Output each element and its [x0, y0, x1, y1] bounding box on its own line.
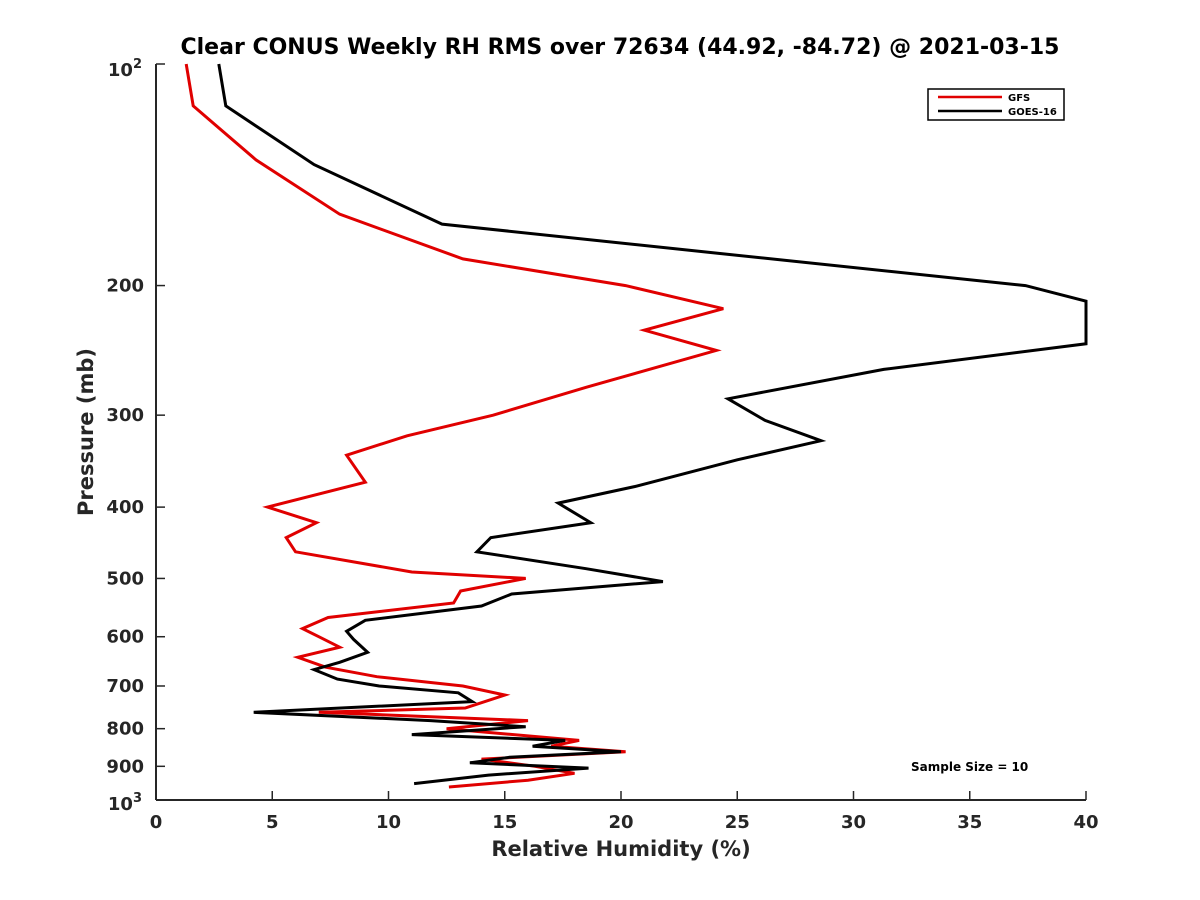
x-axis-label: Relative Humidity (%) — [491, 837, 750, 861]
y-tick-label: 400 — [106, 497, 144, 518]
y-tick-label: 700 — [106, 676, 144, 697]
x-tick-label: 5 — [266, 812, 279, 833]
plot-lines — [184, 63, 1088, 789]
series-line-gfs — [184, 63, 724, 789]
chart-title: Clear CONUS Weekly RH RMS over 72634 (44… — [181, 35, 1060, 60]
x-tick-label: 20 — [608, 812, 633, 833]
legend-label-goes16: GOES-16 — [1008, 107, 1057, 118]
legend-label-gfs: GFS — [1008, 93, 1030, 104]
x-tick-label: 30 — [841, 812, 866, 833]
x-axis-ticks: 0 5 10 15 20 25 30 35 40 — [150, 791, 1099, 833]
y-tick-label-major-top: 102 — [108, 57, 142, 81]
x-tick-label: 15 — [492, 812, 517, 833]
sample-size-annotation: Sample Size = 10 — [911, 760, 1028, 774]
legend-box — [927, 88, 1065, 121]
y-tick-label: 800 — [106, 719, 144, 740]
x-tick-label: 0 — [150, 812, 163, 833]
y-tick-label: 900 — [106, 756, 144, 777]
series-line-goes16 — [217, 63, 1088, 786]
y-axis-ticks: 200 300 400 500 600 700 800 900 — [106, 63, 165, 801]
x-tick-label: 10 — [376, 812, 401, 833]
y-tick-label: 300 — [106, 405, 144, 426]
legend: GFS GOES-16 — [927, 88, 1065, 121]
x-tick-label: 40 — [1073, 812, 1098, 833]
y-axis-label: Pressure (mb) — [74, 348, 98, 516]
y-tick-label: 200 — [106, 276, 144, 297]
y-tick-label: 500 — [106, 568, 144, 589]
x-tick-label: 25 — [725, 812, 750, 833]
y-tick-label: 600 — [106, 627, 144, 648]
x-tick-label: 35 — [957, 812, 982, 833]
y-tick-label-major-bottom: 103 — [108, 791, 142, 815]
